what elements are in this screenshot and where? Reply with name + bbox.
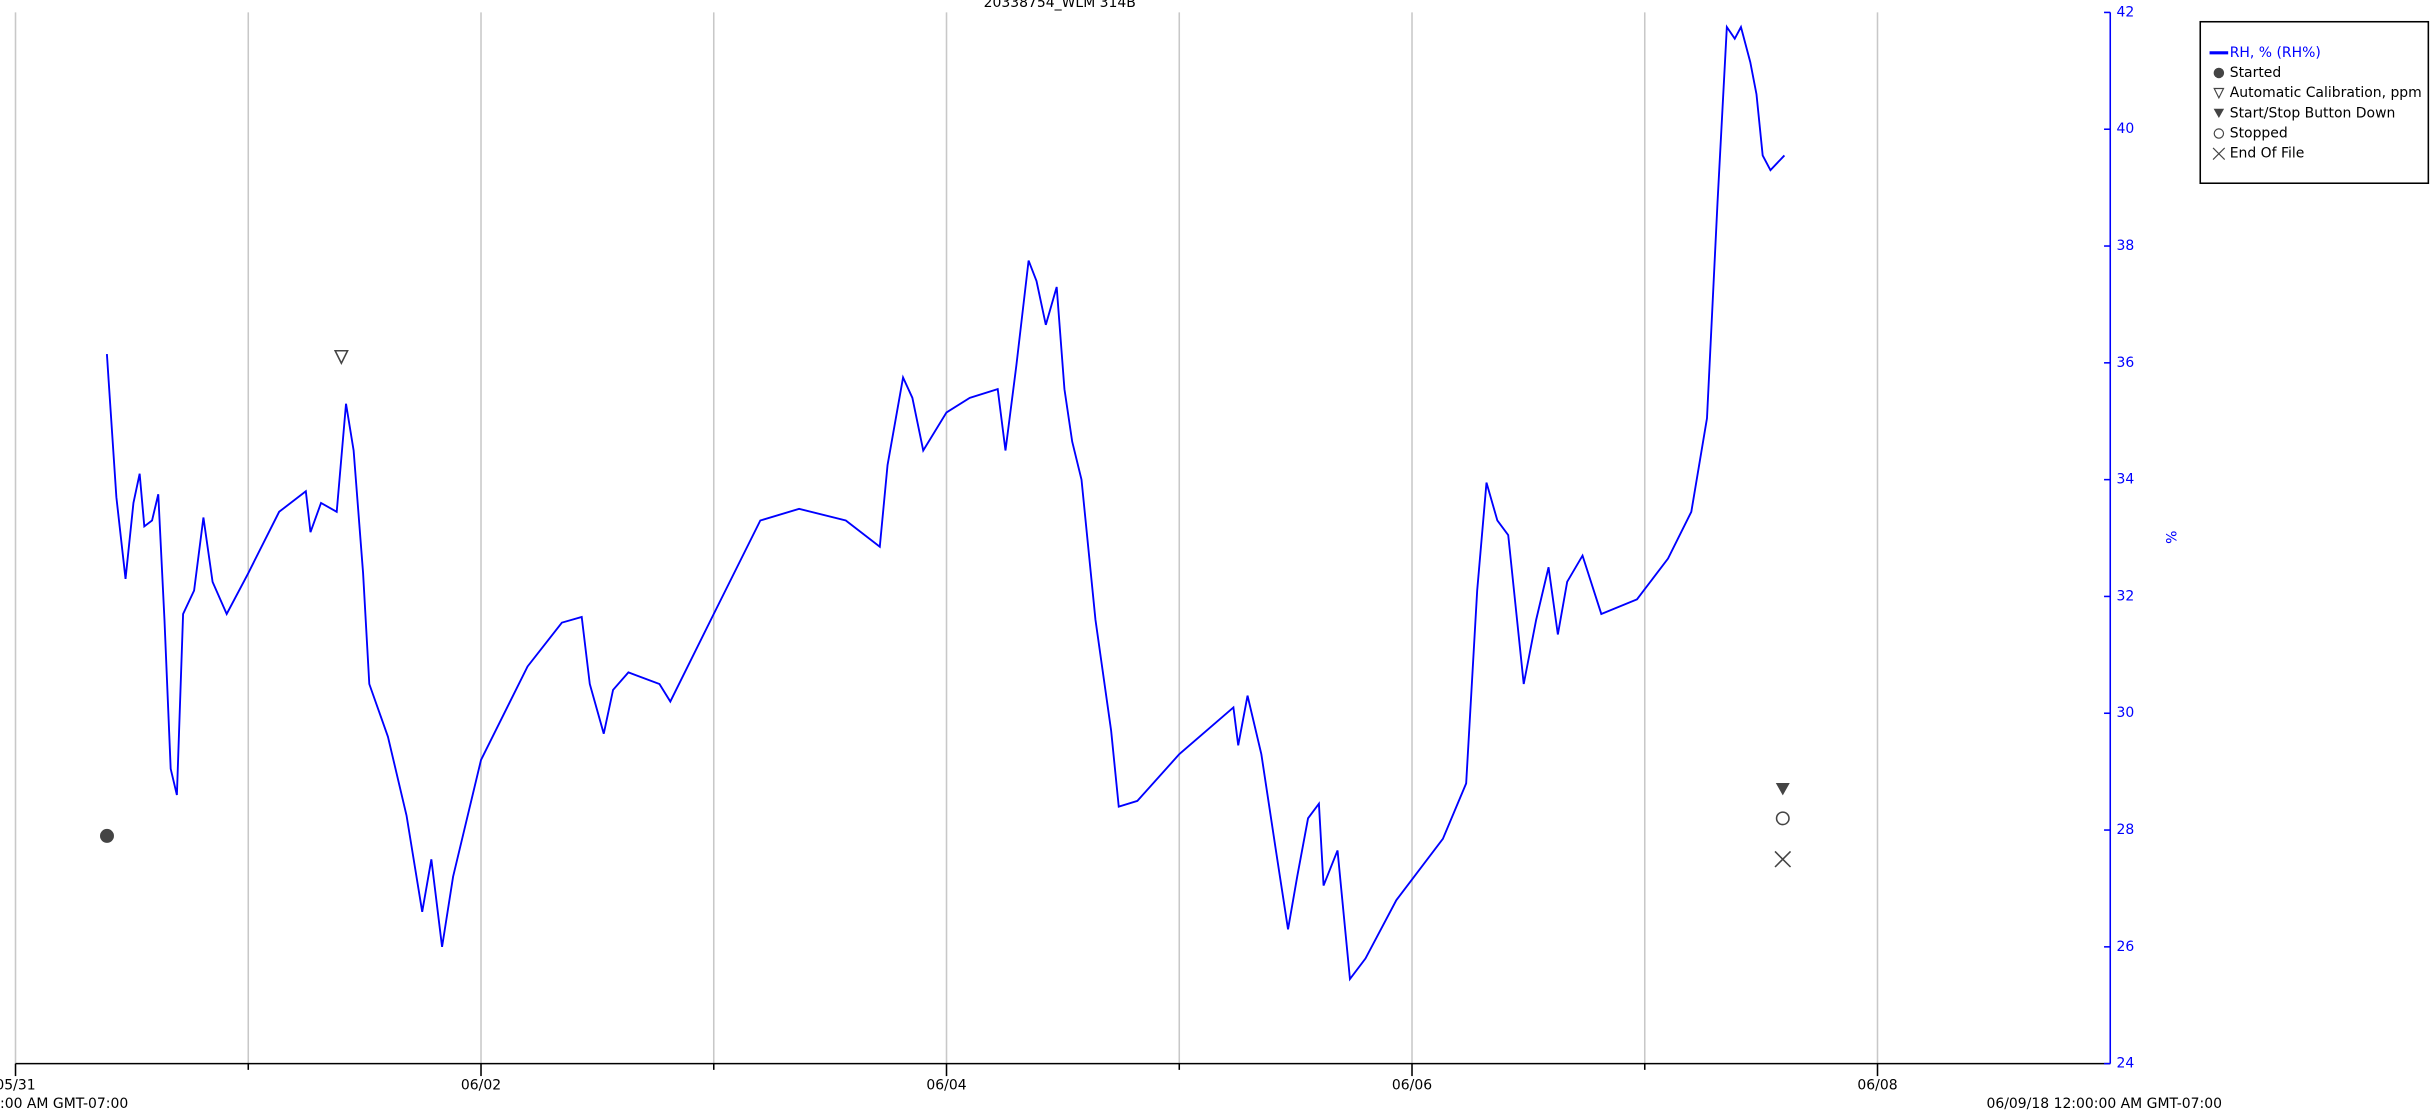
event-marker bbox=[1775, 811, 1790, 826]
x-tick-label: 06/04 bbox=[926, 1077, 966, 1093]
y-tick-label: 36 bbox=[2116, 355, 2134, 371]
series-line bbox=[105, 24, 1786, 982]
y-tick-label: 34 bbox=[2116, 472, 2134, 488]
x-tick-label: 06/02 bbox=[461, 1077, 501, 1093]
x-tick-label: 06/08 bbox=[1857, 1077, 1897, 1093]
legend-label: Automatic Calibration, ppm bbox=[2230, 85, 2422, 101]
x-end-label: 06/09/18 12:00:00 AM GMT-07:00 bbox=[1986, 1096, 2221, 1112]
event-marker bbox=[1775, 782, 1790, 796]
y-tick-label: 24 bbox=[2116, 1056, 2134, 1072]
y-tick-label: 42 bbox=[2116, 4, 2134, 20]
y-tick-label: 32 bbox=[2116, 588, 2134, 604]
legend-symbol bbox=[2213, 67, 2225, 79]
y-tick-label: 26 bbox=[2116, 939, 2134, 955]
legend-label: RH, % (RH%) bbox=[2230, 45, 2321, 61]
y-tick-label: 38 bbox=[2116, 238, 2134, 254]
legend-symbol bbox=[2213, 87, 2225, 100]
x-tick-label: 06/06 bbox=[1392, 1077, 1432, 1093]
legend-label: Start/Stop Button Down bbox=[2230, 105, 2396, 121]
legend-symbol bbox=[2213, 108, 2225, 119]
legend-label: Started bbox=[2230, 65, 2282, 81]
y-tick-label: 40 bbox=[2116, 121, 2134, 137]
legend-label: Stopped bbox=[2230, 126, 2288, 142]
event-marker bbox=[100, 828, 114, 843]
y-tick-label: 28 bbox=[2116, 822, 2134, 838]
chart-title: 20338754_WLM 314B bbox=[984, 0, 1136, 11]
x-start-label: :00 AM GMT-07:00 bbox=[0, 1096, 128, 1112]
legend-symbol bbox=[2213, 128, 2225, 139]
legend-box bbox=[2199, 20, 2430, 185]
y-axis-label: % bbox=[2164, 531, 2180, 544]
event-marker bbox=[333, 350, 349, 365]
legend-symbol bbox=[2212, 147, 2226, 160]
x-tick-label: 05/31 bbox=[0, 1077, 36, 1093]
y-tick-label: 30 bbox=[2116, 705, 2134, 721]
legend-label: End Of File bbox=[2230, 146, 2305, 162]
event-marker bbox=[1774, 850, 1792, 868]
